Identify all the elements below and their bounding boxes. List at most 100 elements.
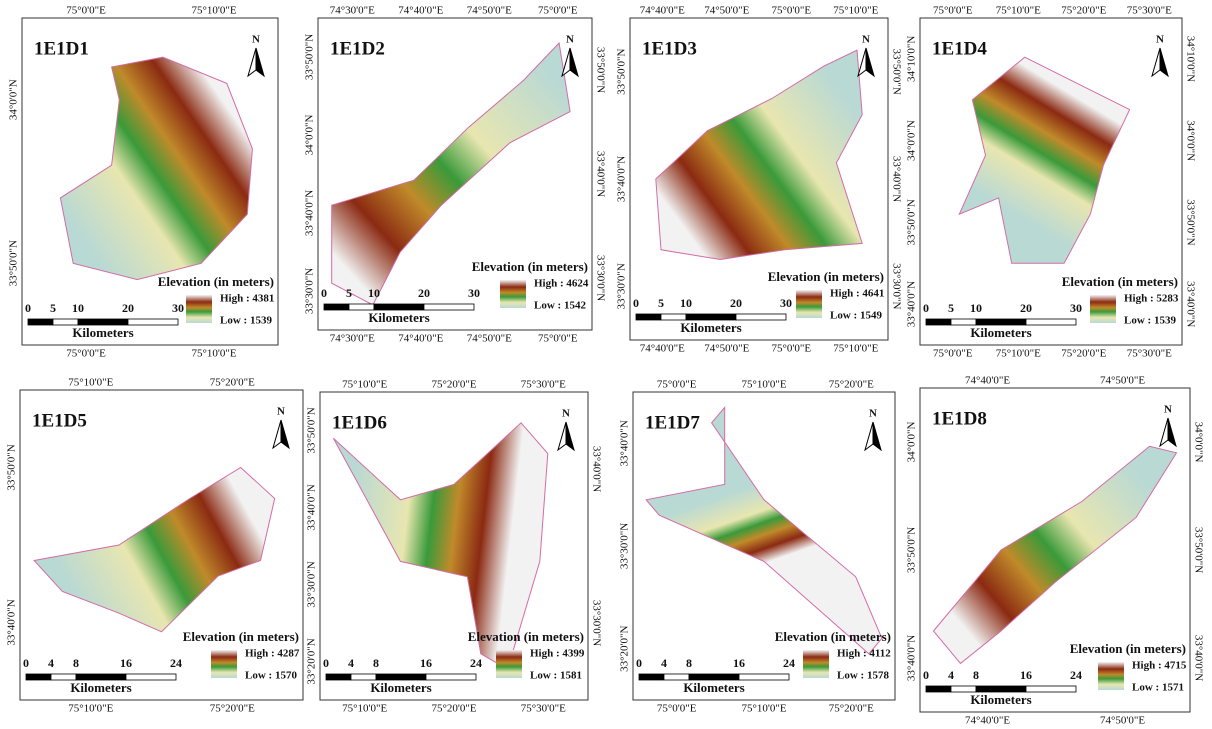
legend-low: Low : 1542 — [534, 300, 586, 312]
latitude-label: 33°40'0"N — [1192, 635, 1204, 681]
latitude-label: 33°50'0"N — [6, 444, 18, 490]
legend-low: Low : 1581 — [530, 670, 582, 682]
panel-id: 1E1D5 — [32, 410, 87, 431]
scale-tick: 0 — [23, 656, 29, 670]
latitude-label: 33°40'0"N — [906, 635, 918, 681]
latitude-label: 33°50'0"N — [890, 49, 902, 95]
legend-ramp — [803, 650, 829, 678]
longitude-label: 75°20'0"E — [829, 703, 874, 715]
scale-tick: 8 — [973, 668, 979, 682]
longitude-label: 75°20'0"E — [1061, 5, 1106, 17]
legend-low: Low : 1571 — [1132, 682, 1184, 694]
scale-tick: 0 — [923, 668, 929, 682]
longitude-label: 74°50'0"E — [1100, 375, 1145, 387]
longitude-label: 74°40'0"E — [965, 375, 1010, 387]
latitude-label: 33°30'0"N — [616, 263, 628, 309]
north-label: N — [562, 408, 570, 420]
latitude-label: 34°10'0"N — [1184, 36, 1196, 82]
legend-high: High : 4641 — [830, 288, 884, 300]
scale-segment — [926, 319, 951, 325]
scale-tick: 30 — [1070, 301, 1082, 315]
longitude-label: 74°40'0"E — [965, 715, 1010, 727]
latitude-label: 33°30'0"N — [594, 255, 606, 301]
scale-tick: 0 — [633, 296, 639, 310]
longitude-label: 75°30'0"E — [521, 379, 566, 391]
figure: 1E1D1 N 75°0'0"E 75°10'0"E 75°0'0"E 75°10'0"E… — [0, 0, 1212, 729]
scale-tick: 20 — [122, 301, 134, 315]
latitude-label: 34°0'0"N — [906, 120, 918, 161]
legend-low: Low : 1570 — [245, 670, 297, 682]
latitude-label: 33°50'0"N — [1192, 527, 1204, 573]
longitude-label: 75°0'0"E — [771, 5, 811, 17]
scale-tick: 24 — [1070, 668, 1082, 682]
north-label: N — [869, 408, 877, 420]
panel-id: 1E1D3 — [642, 38, 697, 59]
scale-tick: 16 — [420, 656, 432, 670]
scale-tick: 30 — [780, 296, 792, 310]
scale-segment — [926, 686, 951, 692]
scale-segment — [324, 304, 349, 310]
scale-tick: 8 — [373, 656, 379, 670]
legend-ramp — [500, 280, 526, 308]
longitude-label: 75°0'0"E — [933, 348, 973, 360]
longitude-label: 74°30'0"E — [330, 5, 375, 17]
latitude-label: 33°50'0"N — [906, 527, 918, 573]
scale-tick: 20 — [418, 286, 430, 300]
legend-ramp — [496, 650, 522, 678]
longitude-label: 75°0'0"E — [933, 5, 973, 17]
latitude-label: 33°30'0"N — [590, 600, 602, 646]
scale-tick: 16 — [120, 656, 132, 670]
legend-low: Low : 1539 — [1124, 315, 1176, 327]
latitude-label: 33°40'0"N — [304, 190, 316, 236]
panel-id: 1E1D6 — [332, 412, 387, 433]
scale-tick: 5 — [658, 296, 664, 310]
latitude-label: 33°30'0"N — [306, 561, 318, 607]
scale-tick: 4 — [661, 656, 667, 670]
north-label: N — [566, 34, 574, 46]
longitude-label: 75°10'0"E — [996, 348, 1041, 360]
scale-unit: Kilometers — [680, 320, 741, 335]
scale-segment — [26, 674, 51, 680]
panel-id: 1E1D7 — [645, 412, 700, 433]
scale-segment — [639, 674, 664, 680]
legend-title: Elevation (in meters) — [1062, 274, 1178, 289]
scale-tick: 0 — [323, 656, 329, 670]
longitude-label: 74°40'0"E — [398, 333, 443, 345]
legend-high: High : 4112 — [837, 648, 891, 660]
legend-title: Elevation (in meters) — [768, 269, 884, 284]
latitude-label: 33°40'0"N — [6, 599, 18, 645]
scale-tick: 5 — [346, 286, 352, 300]
latitude-label: 34°10'0"N — [906, 36, 918, 82]
longitude-label: 75°10'0"E — [741, 703, 786, 715]
latitude-label: 33°50'0"N — [306, 407, 318, 453]
longitude-label: 75°0'0"E — [657, 379, 697, 391]
legend-ramp — [1090, 295, 1116, 323]
scale-segment — [636, 314, 661, 320]
longitude-label: 75°10'0"E — [996, 5, 1041, 17]
scale-tick: 0 — [25, 301, 31, 315]
latitude-label: 33°30'0"N — [304, 268, 316, 314]
scale-tick: 4 — [48, 656, 54, 670]
longitude-label: 75°10'0"E — [833, 343, 878, 355]
longitude-label: 75°10'0"E — [191, 5, 236, 17]
latitude-label: 34°0'0"N — [304, 115, 316, 156]
legend-title: Elevation (in meters) — [775, 629, 891, 644]
scale-unit: Kilometers — [970, 325, 1031, 340]
longitude-label: 75°20'0"E — [431, 379, 476, 391]
scale-tick: 10 — [72, 301, 84, 315]
longitude-label: 74°30'0"E — [330, 333, 375, 345]
scale-unit: Kilometers — [70, 680, 131, 695]
legend-title: Elevation (in meters) — [468, 629, 584, 644]
legend-high: High : 5283 — [1124, 293, 1179, 305]
panel-id: 1E1D1 — [34, 38, 89, 59]
scale-tick: 10 — [368, 286, 380, 300]
scale-segment — [426, 674, 476, 680]
scale-tick: 16 — [733, 656, 745, 670]
longitude-label: 74°50'0"E — [467, 5, 512, 17]
longitude-label: 75°10'0"E — [741, 379, 786, 391]
latitude-label: 33°50'0"N — [594, 47, 606, 93]
scale-tick: 24 — [783, 656, 795, 670]
longitude-label: 75°30'0"E — [1127, 348, 1172, 360]
longitude-label: 75°10'0"E — [342, 379, 387, 391]
latitude-label: 34°0'0"N — [8, 79, 20, 120]
